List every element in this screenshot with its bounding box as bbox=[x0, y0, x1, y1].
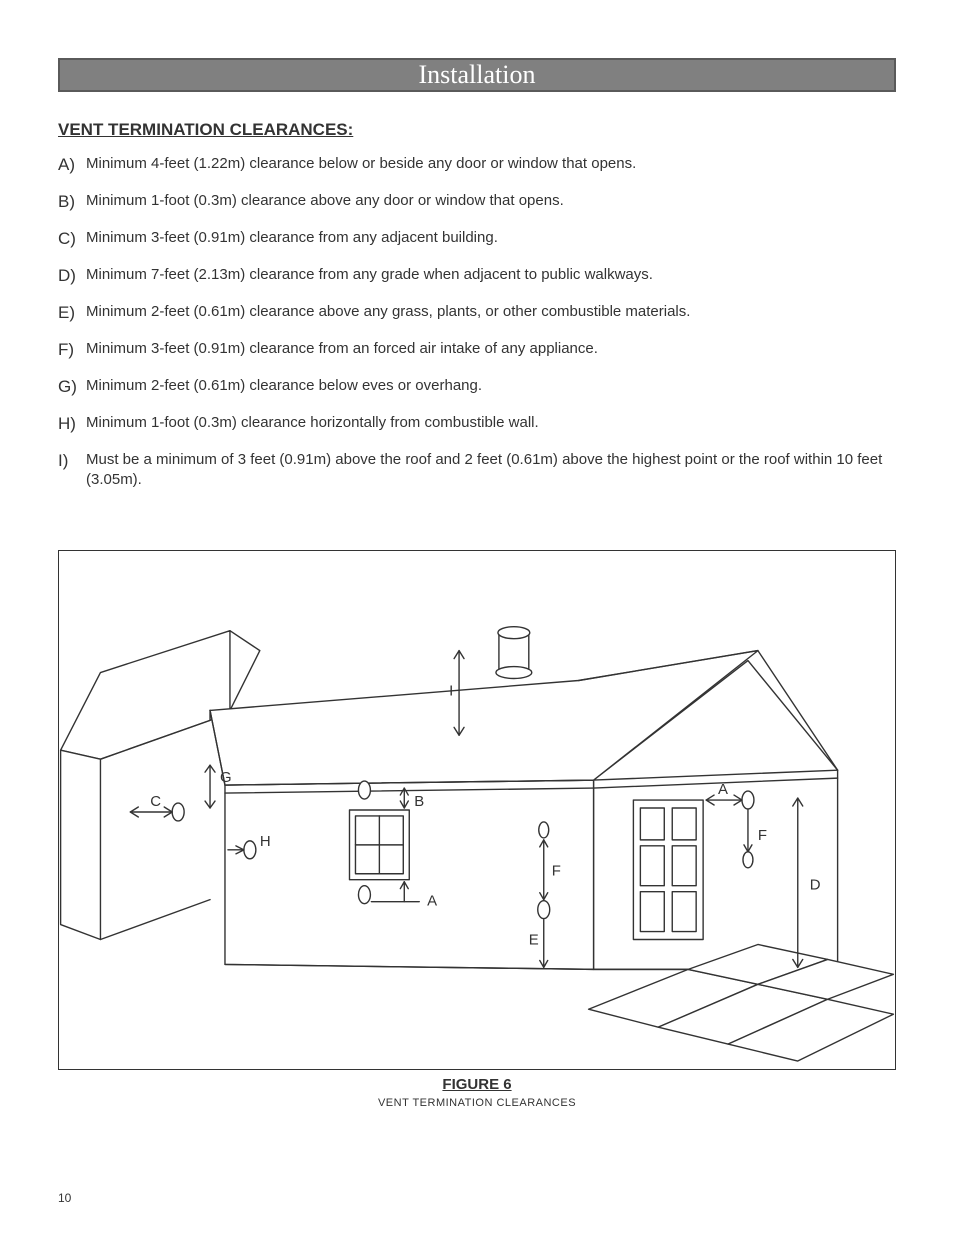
list-item: H)Minimum 1-foot (0.3m) clearance horizo… bbox=[58, 413, 896, 436]
svg-text:A: A bbox=[718, 781, 728, 798]
page-number: 10 bbox=[58, 1191, 71, 1205]
list-item: E)Minimum 2-feet (0.61m) clearance above… bbox=[58, 302, 896, 325]
list-item: F)Minimum 3-feet (0.91m) clearance from … bbox=[58, 339, 896, 362]
svg-text:C: C bbox=[150, 793, 161, 810]
section-heading: VENT TERMINATION CLEARANCES: bbox=[58, 120, 896, 140]
clearance-list: A)Minimum 4-feet (1.22m) clearance below… bbox=[58, 154, 896, 490]
item-text: Minimum 4-feet (1.22m) clearance below o… bbox=[86, 154, 896, 177]
svg-text:H: H bbox=[260, 833, 271, 850]
item-letter: H) bbox=[58, 413, 86, 436]
house-diagram: I G C H B A F E A F D bbox=[59, 551, 895, 1069]
figure-label: FIGURE 6 bbox=[58, 1076, 896, 1093]
svg-text:A: A bbox=[427, 893, 437, 910]
item-letter: E) bbox=[58, 302, 86, 325]
svg-text:B: B bbox=[414, 793, 424, 810]
svg-text:G: G bbox=[220, 769, 232, 786]
item-text: Minimum 1-foot (0.3m) clearance horizont… bbox=[86, 413, 896, 436]
svg-text:F: F bbox=[552, 863, 561, 880]
figure-sub: VENT TERMINATION CLEARANCES bbox=[378, 1097, 576, 1109]
list-item: I)Must be a minimum of 3 feet (0.91m) ab… bbox=[58, 450, 896, 491]
svg-text:E: E bbox=[529, 931, 539, 948]
title-bar-text: Installation bbox=[419, 60, 536, 90]
list-item: B)Minimum 1-foot (0.3m) clearance above … bbox=[58, 191, 896, 214]
list-item: D)Minimum 7-feet (2.13m) clearance from … bbox=[58, 265, 896, 288]
item-text: Minimum 1-foot (0.3m) clearance above an… bbox=[86, 191, 896, 214]
item-text: Must be a minimum of 3 feet (0.91m) abov… bbox=[86, 450, 896, 491]
item-letter: I) bbox=[58, 450, 86, 491]
item-letter: D) bbox=[58, 265, 86, 288]
svg-text:D: D bbox=[810, 877, 821, 894]
item-letter: F) bbox=[58, 339, 86, 362]
list-item: C)Minimum 3-feet (0.91m) clearance from … bbox=[58, 228, 896, 251]
svg-text:I: I bbox=[449, 682, 453, 699]
item-letter: A) bbox=[58, 154, 86, 177]
svg-text:F: F bbox=[758, 827, 767, 844]
item-text: Minimum 7-feet (2.13m) clearance from an… bbox=[86, 265, 896, 288]
list-item: A)Minimum 4-feet (1.22m) clearance below… bbox=[58, 154, 896, 177]
list-item: G)Minimum 2-feet (0.61m) clearance below… bbox=[58, 376, 896, 399]
item-text: Minimum 2-feet (0.61m) clearance below e… bbox=[86, 376, 896, 399]
item-letter: B) bbox=[58, 191, 86, 214]
item-text: Minimum 3-feet (0.91m) clearance from an… bbox=[86, 339, 896, 362]
item-text: Minimum 3-feet (0.91m) clearance from an… bbox=[86, 228, 896, 251]
item-letter: C) bbox=[58, 228, 86, 251]
figure-caption: FIGURE 6 VENT TERMINATION CLEARANCES bbox=[58, 1076, 896, 1111]
figure-box: I G C H B A F E A F D bbox=[58, 550, 896, 1070]
item-text: Minimum 2-feet (0.61m) clearance above a… bbox=[86, 302, 896, 325]
title-bar: Installation bbox=[58, 58, 896, 92]
item-letter: G) bbox=[58, 376, 86, 399]
